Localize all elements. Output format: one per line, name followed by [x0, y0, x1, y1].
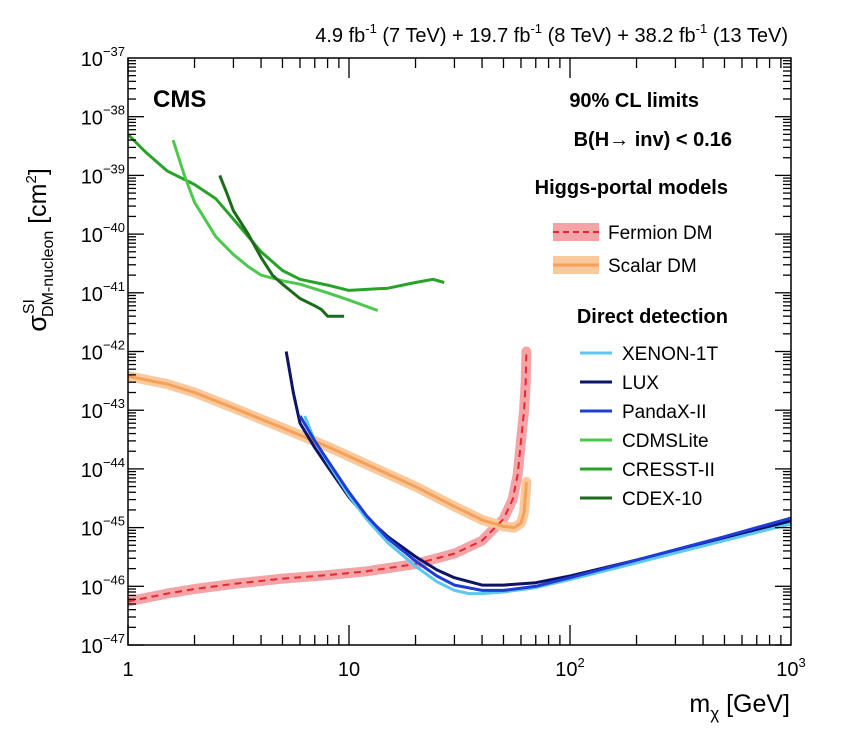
branching-annotation: B(H→ inv) < 0.16 — [574, 129, 732, 151]
legend: Higgs-portal models Fermion DM Scalar DM Di… — [535, 177, 728, 510]
cdmslite-line — [171, 139, 379, 312]
y-tick-label: 10−40 — [81, 220, 125, 247]
lux-legend-label: LUX — [622, 373, 659, 394]
y-axis-title: σSI DM-nucleon [cm2] — [21, 168, 57, 332]
scalar-legend-label: Scalar DM — [608, 256, 697, 277]
fermion-legend-label: Fermion DM — [608, 223, 713, 244]
legend-group-title: Direct detection — [577, 306, 728, 328]
y-tick-label: 10−44 — [81, 455, 125, 482]
scalar-line — [128, 374, 528, 530]
cl-annotation: 90% CL limits — [569, 90, 699, 112]
pandax-line — [298, 415, 791, 592]
y-tick-label: 10−46 — [81, 572, 125, 599]
y-tick-label: 10−38 — [81, 103, 125, 130]
cdex-legend-label: CDEX-10 — [622, 489, 702, 510]
y-tick-label: 10−47 — [81, 631, 125, 658]
y-tick-label: 10−41 — [81, 279, 125, 306]
y-tick-label: 10−42 — [81, 338, 125, 365]
xenon-line — [303, 415, 791, 596]
lux-line — [284, 351, 791, 587]
scalar-band — [128, 371, 532, 533]
x-axis-title: mχ [GeV] — [689, 690, 790, 723]
fermion-line — [128, 351, 528, 603]
pandax-legend-label: PandaX-II — [622, 402, 707, 423]
experiment-label: CMS — [153, 86, 206, 113]
cdex-line — [218, 174, 345, 318]
xenon-legend-label: XENON-1T — [622, 344, 718, 365]
x-tick-label: 102 — [555, 655, 584, 681]
x-tick-label: 10 — [338, 659, 360, 681]
axis-ticks — [127, 58, 791, 646]
y-tick-label: 10−43 — [81, 396, 125, 423]
y-tick-label: 10−39 — [81, 161, 125, 188]
y-tick-label: 10−37 — [81, 44, 125, 71]
legend-group-title: Higgs-portal models — [535, 177, 728, 199]
y-tick-label: 10−45 — [81, 514, 125, 541]
cdmslite-legend-label: CDMSLite — [622, 431, 709, 452]
axis-tick-labels: 1 10 102 103 10−37 10−38 10−39 10−40 10−41 10−42 1… — [81, 44, 806, 681]
cresst-line — [128, 133, 445, 292]
x-tick-label: 1 — [122, 659, 133, 681]
series-lines — [128, 133, 791, 603]
luminosity-label: 4.9 fb-1​ (7 TeV) + 19.7 fb-1​ (8 TeV) +… — [315, 21, 788, 47]
x-tick-label: 103 — [776, 655, 805, 681]
cresst-legend-label: CRESST-II — [622, 460, 715, 481]
